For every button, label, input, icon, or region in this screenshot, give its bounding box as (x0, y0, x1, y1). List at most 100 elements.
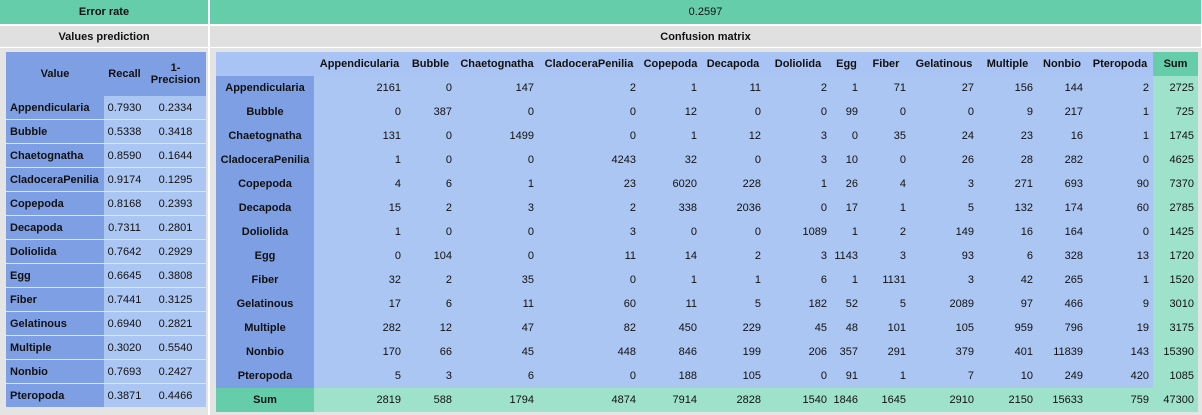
cell: 11 (701, 76, 765, 100)
cell: 0.3808 (145, 264, 206, 287)
cell: 0.8590 (104, 144, 145, 167)
row-label: Nonbio (6, 360, 104, 383)
cell: 379 (910, 340, 978, 364)
row-label: Bubble (216, 100, 314, 124)
cell: 45 (456, 340, 538, 364)
row-label: Copepoda (6, 192, 104, 215)
column-header: Doliolida (765, 52, 831, 76)
cell: 199 (701, 340, 765, 364)
cell: 2 (538, 76, 640, 100)
cell: 16 (1037, 124, 1087, 148)
row-label: Doliolida (216, 220, 314, 244)
cell: 3175 (1153, 316, 1198, 340)
cell: 0 (456, 244, 538, 268)
cell: 0 (405, 76, 456, 100)
cell: 0.2427 (145, 360, 206, 383)
cell: 35 (456, 268, 538, 292)
row-label: Fiber (6, 288, 104, 311)
cell: 291 (862, 340, 910, 364)
cell: 1425 (1153, 220, 1198, 244)
cell: 1540 (765, 388, 831, 412)
cell: 2 (405, 268, 456, 292)
cell: 0 (538, 100, 640, 124)
cell: 3010 (1153, 292, 1198, 316)
row-label: Decapoda (216, 196, 314, 220)
cell: 3 (910, 268, 978, 292)
cell: 3 (862, 244, 910, 268)
cell: 401 (978, 340, 1037, 364)
cell: 14 (640, 244, 701, 268)
cell: 0 (314, 244, 405, 268)
cell: 0.7311 (104, 216, 145, 239)
row-label: Multiple (6, 336, 104, 359)
cell: 693 (1037, 172, 1087, 196)
cell: 93 (910, 244, 978, 268)
cell: 0.3125 (145, 288, 206, 311)
cell: 1 (314, 148, 405, 172)
cell: 66 (405, 340, 456, 364)
cell: 143 (1087, 340, 1153, 364)
cell: 328 (1037, 244, 1087, 268)
cell: 0 (1087, 220, 1153, 244)
cell: 1 (314, 220, 405, 244)
cell: 0 (910, 100, 978, 124)
cell: 338 (640, 196, 701, 220)
row-label: Nonbio (216, 340, 314, 364)
cell: 0.7642 (104, 240, 145, 263)
cell: 846 (640, 340, 701, 364)
cell: 97 (978, 292, 1037, 316)
cell: 0.2821 (145, 312, 206, 335)
cell: 11 (538, 244, 640, 268)
cell: 0 (862, 148, 910, 172)
cell: 1131 (862, 268, 910, 292)
cell: 1 (831, 220, 862, 244)
column-header: Nonbio (1037, 52, 1087, 76)
cell: 17 (314, 292, 405, 316)
cell: 1720 (1153, 244, 1198, 268)
cell: 3 (538, 220, 640, 244)
column-header: Multiple (978, 52, 1037, 76)
cell: 2785 (1153, 196, 1198, 220)
cell: 1085 (1153, 364, 1198, 388)
cell: 0.1644 (145, 144, 206, 167)
cell: 282 (314, 316, 405, 340)
cell: 2910 (910, 388, 978, 412)
cell: 3 (456, 196, 538, 220)
cell: 90 (1087, 172, 1153, 196)
row-label: Bubble (6, 120, 104, 143)
cell: 42 (978, 268, 1037, 292)
cell: 1 (1087, 268, 1153, 292)
cell: 26 (831, 172, 862, 196)
cell: 5 (910, 196, 978, 220)
cell: 0 (405, 220, 456, 244)
column-header: Decapoda (701, 52, 765, 76)
cell: 3 (765, 148, 831, 172)
cell: 796 (1037, 316, 1087, 340)
cell: 26 (910, 148, 978, 172)
row-label: Pteropoda (216, 364, 314, 388)
cell: 4243 (538, 148, 640, 172)
cell: 0.9174 (104, 168, 145, 191)
cell: 156 (978, 76, 1037, 100)
cell: 23 (978, 124, 1037, 148)
cell: 2828 (701, 388, 765, 412)
cell: 2 (1087, 76, 1153, 100)
cell: 15633 (1037, 388, 1087, 412)
cell: 0 (640, 220, 701, 244)
cell: 0.2334 (145, 96, 206, 119)
column-header: Value (6, 52, 104, 96)
cell: 0 (405, 148, 456, 172)
cell: 1 (640, 268, 701, 292)
column-header: Gelatinous (910, 52, 978, 76)
cell: 23 (538, 172, 640, 196)
cell: 48 (831, 316, 862, 340)
cell: 0.2929 (145, 240, 206, 263)
column-header: Egg (831, 52, 862, 76)
cell: 0.6940 (104, 312, 145, 335)
cell: 1 (862, 364, 910, 388)
cell: 1745 (1153, 124, 1198, 148)
cell: 0.4466 (145, 384, 206, 407)
cell: 1 (765, 172, 831, 196)
cell: 249 (1037, 364, 1087, 388)
cell: 13 (1087, 244, 1153, 268)
